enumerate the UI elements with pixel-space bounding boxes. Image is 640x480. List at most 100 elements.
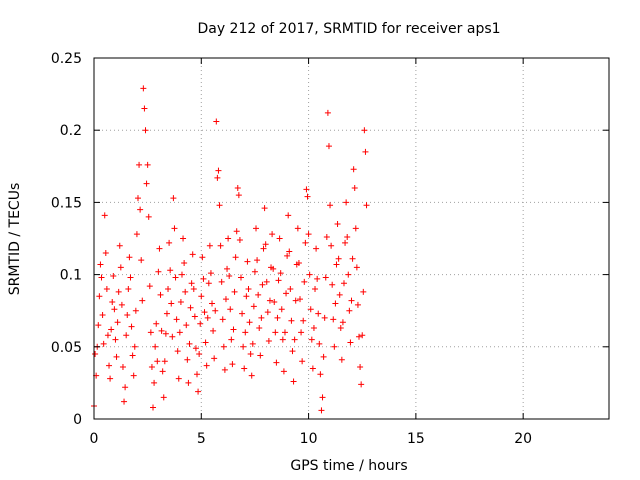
data-point <box>337 325 344 332</box>
data-point <box>327 202 334 209</box>
data-point <box>111 306 118 313</box>
data-point <box>101 212 108 219</box>
data-point <box>127 274 134 281</box>
data-point <box>226 273 233 280</box>
data-point <box>246 319 253 326</box>
data-point <box>270 265 277 272</box>
data-point <box>259 281 266 288</box>
data-point <box>170 195 177 202</box>
data-point <box>348 297 355 304</box>
data-point <box>184 356 191 363</box>
data-point <box>147 329 154 336</box>
data-point <box>234 184 241 191</box>
data-point <box>110 273 117 280</box>
data-point <box>197 320 204 327</box>
data-point <box>155 268 162 275</box>
data-point <box>228 336 235 343</box>
data-point <box>189 251 196 258</box>
data-point <box>354 301 361 308</box>
data-point <box>116 242 123 249</box>
data-point <box>284 252 291 259</box>
data-point <box>231 288 238 295</box>
data-point <box>175 375 182 382</box>
data-point <box>273 359 280 366</box>
data-point <box>320 353 327 360</box>
data-point <box>286 248 293 255</box>
data-point <box>165 286 172 293</box>
data-point <box>115 288 122 295</box>
data-point <box>328 242 335 249</box>
data-point <box>331 343 338 350</box>
data-point <box>351 184 358 191</box>
data-point <box>220 343 227 350</box>
data-point <box>272 329 279 336</box>
data-point <box>199 254 206 261</box>
data-point <box>92 351 99 358</box>
data-point <box>157 291 164 298</box>
data-point <box>360 288 367 295</box>
data-point <box>256 325 263 332</box>
data-point <box>352 225 359 232</box>
data-point <box>324 109 331 116</box>
y-tick-label: 0.25 <box>51 51 82 67</box>
data-point <box>206 242 213 249</box>
data-point <box>243 293 250 300</box>
data-point <box>99 312 106 319</box>
data-point <box>315 310 322 317</box>
data-point <box>225 235 232 242</box>
data-point <box>215 167 222 174</box>
data-point <box>171 225 178 232</box>
data-point <box>294 225 301 232</box>
data-point <box>250 303 257 310</box>
data-point <box>316 340 323 347</box>
data-point <box>325 143 332 150</box>
data-point <box>190 286 197 293</box>
data-point <box>249 340 256 347</box>
data-point <box>303 186 310 193</box>
data-point <box>329 281 336 288</box>
data-point <box>126 254 133 261</box>
data-point <box>213 118 220 125</box>
data-point <box>143 180 150 187</box>
data-point <box>150 404 157 411</box>
data-point <box>106 362 113 369</box>
data-point <box>290 378 297 385</box>
data-point <box>229 361 236 368</box>
data-point <box>305 231 312 238</box>
data-point <box>288 317 295 324</box>
data-point <box>178 271 185 278</box>
data-point <box>159 368 166 375</box>
data-point <box>323 234 330 241</box>
data-point <box>335 255 342 262</box>
data-point <box>292 297 299 304</box>
data-point <box>304 193 311 200</box>
data-point <box>222 296 229 303</box>
data-point <box>131 343 138 350</box>
data-point <box>217 242 224 249</box>
data-point <box>196 351 203 358</box>
data-point <box>262 241 269 248</box>
data-point <box>134 195 141 202</box>
y-tick-label: 0 <box>73 412 82 428</box>
x-tick-label: 10 <box>300 431 318 447</box>
data-point <box>362 148 369 155</box>
data-point <box>162 330 169 337</box>
data-point <box>201 309 208 316</box>
data-point <box>161 358 168 365</box>
data-point <box>353 264 360 271</box>
data-point <box>146 283 153 290</box>
data-point <box>145 213 152 220</box>
data-point <box>309 365 316 372</box>
data-point <box>188 280 195 287</box>
data-point <box>239 310 246 317</box>
data-point <box>255 291 262 298</box>
data-point <box>200 275 207 282</box>
data-point <box>289 348 296 355</box>
data-point <box>153 320 160 327</box>
data-point <box>338 356 345 363</box>
data-point <box>209 300 216 307</box>
data-point <box>281 329 288 336</box>
data-point <box>182 288 189 295</box>
data-point <box>261 205 268 212</box>
